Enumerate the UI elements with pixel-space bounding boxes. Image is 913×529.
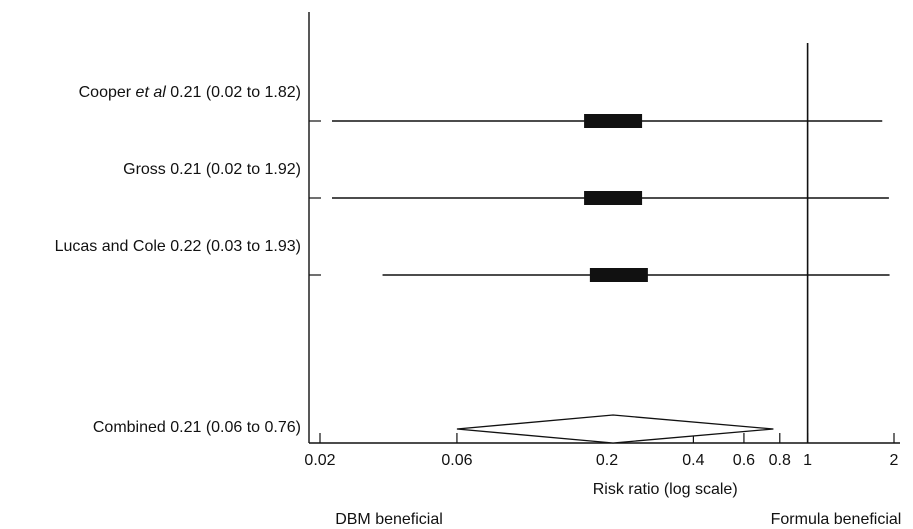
point-estimate-box	[584, 191, 643, 205]
study-label: Cooper et al 0.21 (0.02 to 1.82)	[79, 84, 301, 101]
footer-left-label: DBM beneficial	[335, 511, 443, 528]
plot-area	[308, 12, 900, 444]
study-label: Lucas and Cole 0.22 (0.03 to 1.93)	[55, 238, 301, 255]
x-tick-label: 1	[803, 452, 812, 469]
x-tick-label: 2	[890, 452, 899, 469]
x-tick-label: 0.4	[682, 452, 704, 469]
x-tick-label: 0.2	[596, 452, 618, 469]
point-estimate-box	[584, 114, 643, 128]
point-estimate-box	[589, 268, 648, 282]
x-tick-label: 0.02	[304, 452, 335, 469]
study-label: Gross 0.21 (0.02 to 1.92)	[123, 161, 301, 178]
x-tick-label: 0.8	[769, 452, 791, 469]
footer-right-label: Formula beneficial	[771, 511, 902, 528]
labels: 0.02 0.06 0.2 0.4 0.6 0.8 1 2 Cooper et al 0.21 …	[55, 84, 899, 469]
marks	[332, 114, 890, 444]
x-axis-label: Risk ratio (log scale)	[593, 481, 738, 498]
combined-label: Combined 0.21 (0.06 to 0.76)	[93, 419, 301, 436]
x-tick-label: 0.06	[441, 452, 472, 469]
combined-diamond	[456, 414, 774, 444]
x-tick-label: 0.6	[733, 452, 755, 469]
